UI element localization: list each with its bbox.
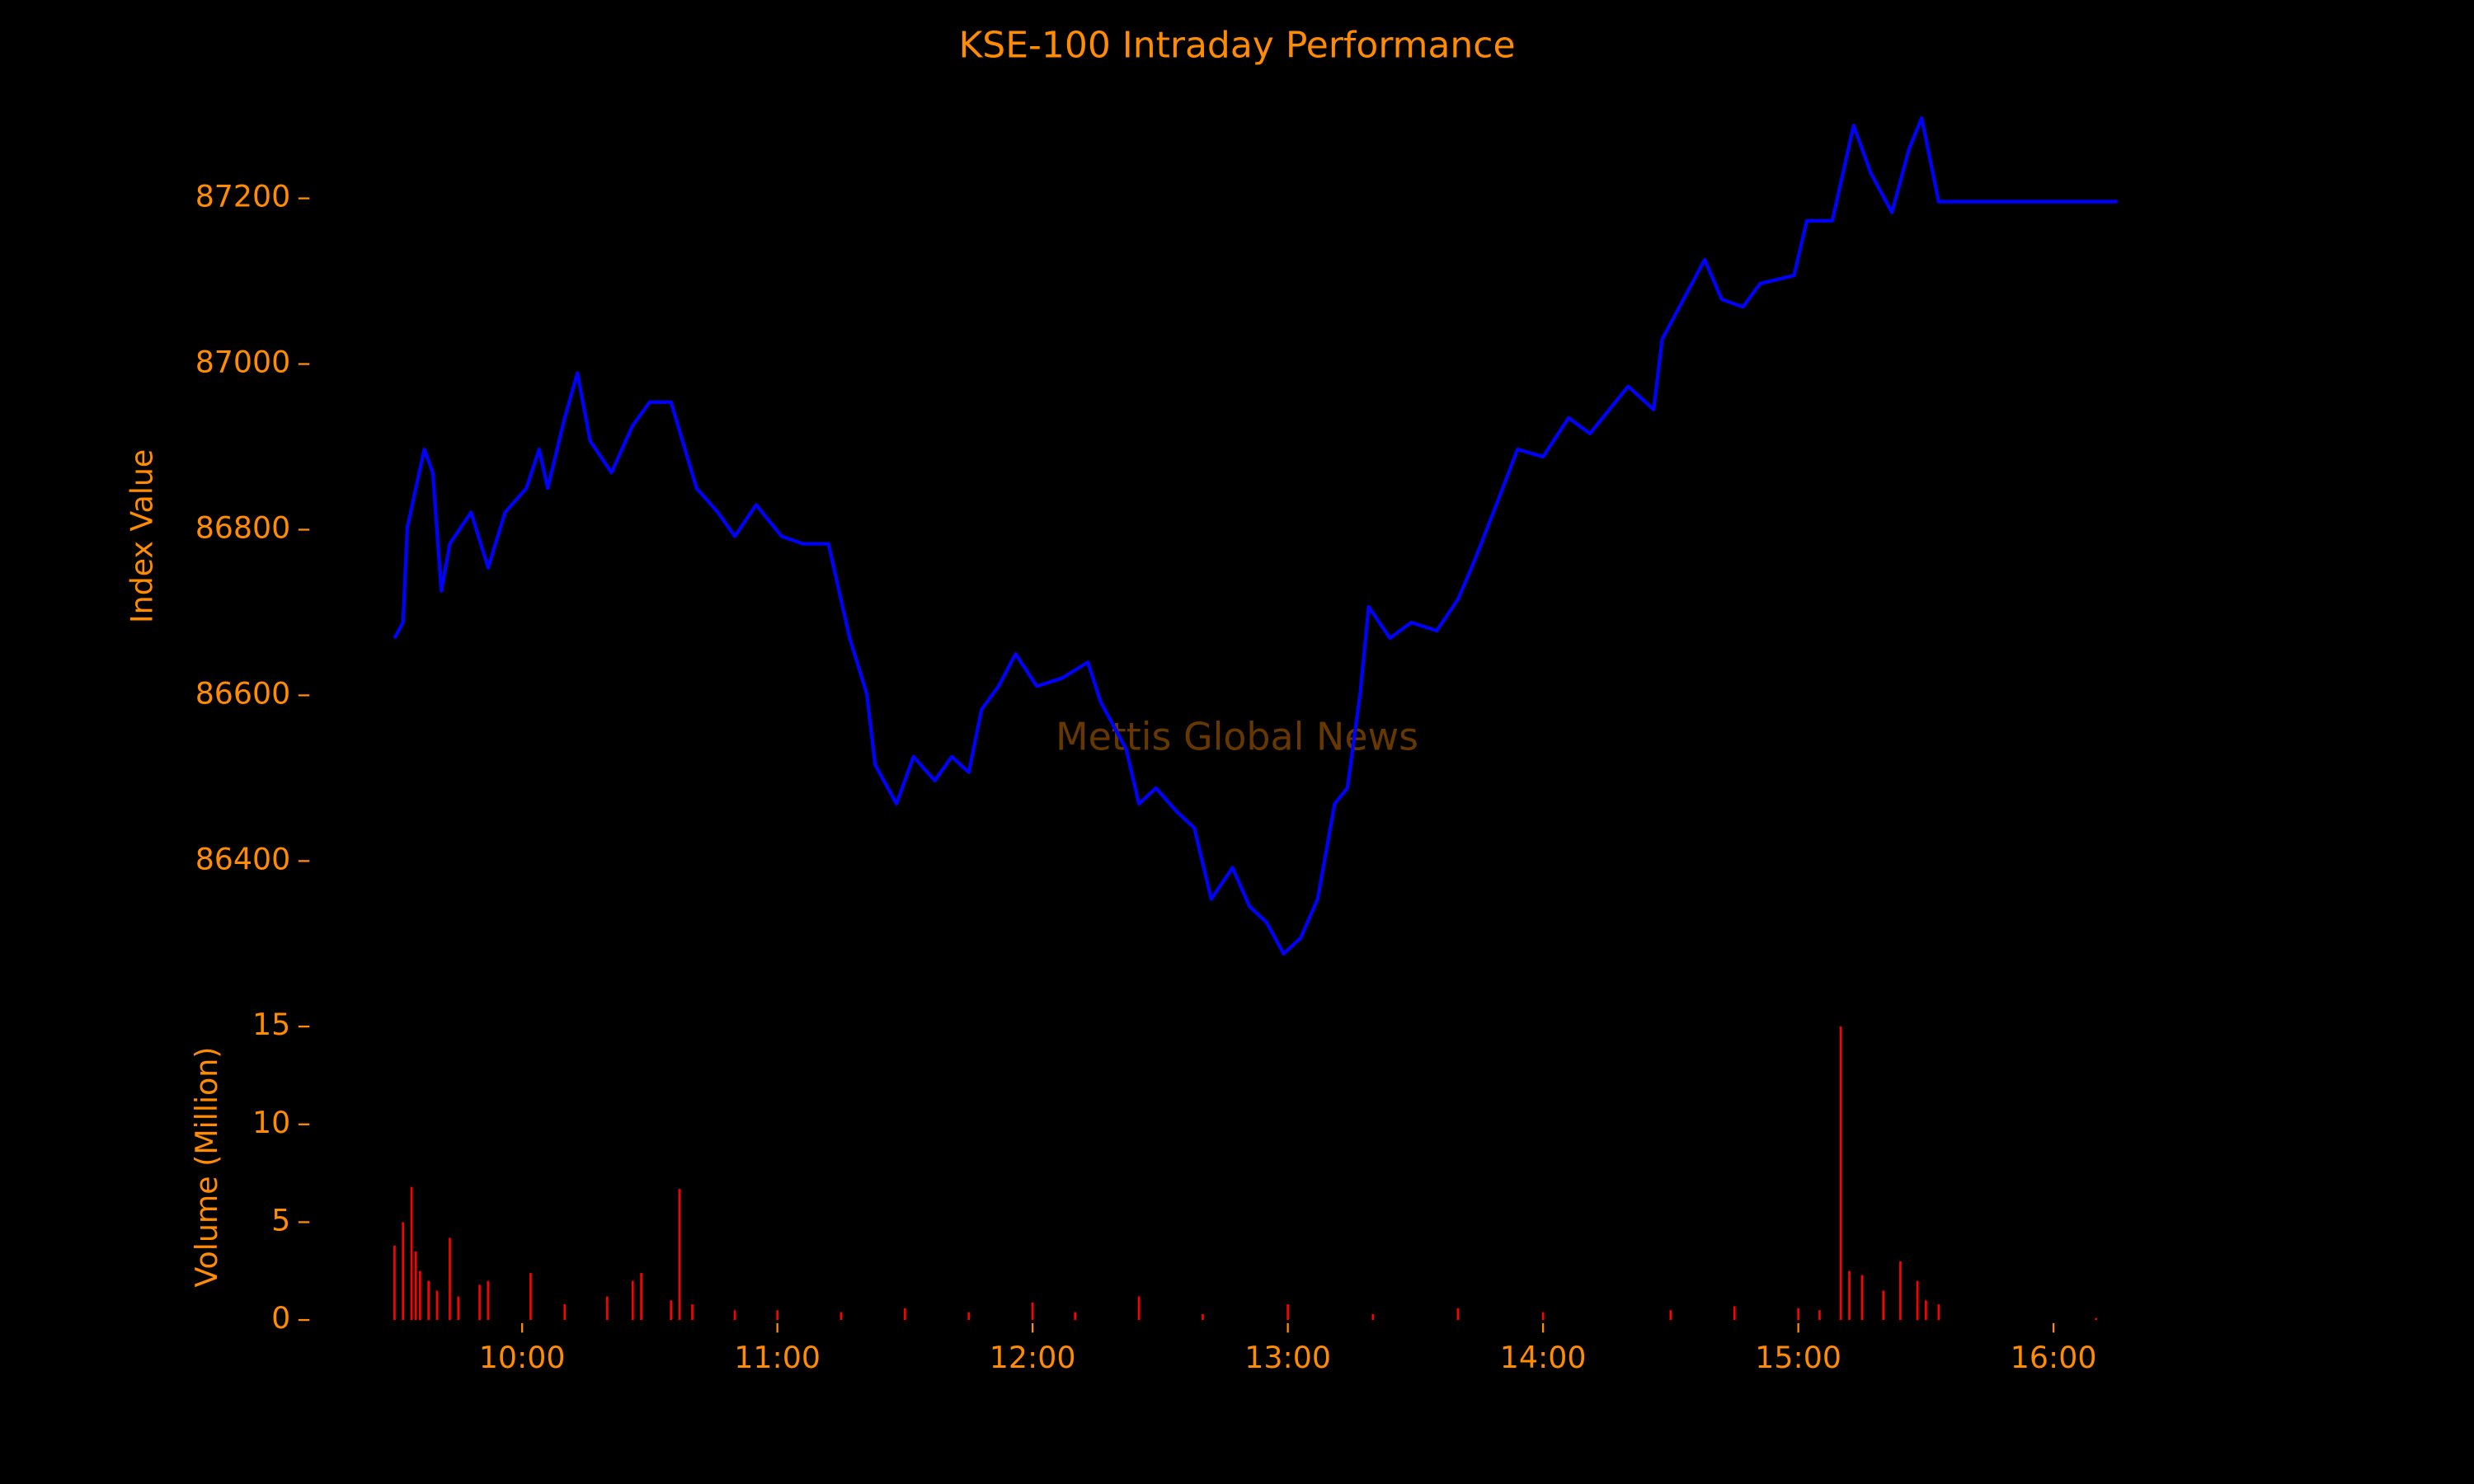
y-tick-label: 86600	[195, 675, 291, 711]
volume-bar	[733, 1310, 736, 1321]
volume-bar	[1848, 1270, 1851, 1321]
volume-bar	[402, 1222, 405, 1321]
x-tick-label: 10:00	[479, 1340, 566, 1375]
y-tick-label: 5	[271, 1202, 290, 1237]
volume-bar	[529, 1273, 532, 1321]
y-tick-label: 86400	[195, 841, 291, 876]
x-tick-label: 15:00	[1755, 1340, 1841, 1375]
volume-bar	[691, 1304, 694, 1321]
volume-bar	[678, 1189, 681, 1321]
volume-bar	[1286, 1304, 1289, 1321]
volume-bar	[1733, 1306, 1736, 1321]
x-tick-label: 12:00	[990, 1340, 1076, 1375]
volume-bar	[414, 1252, 417, 1321]
y-tick-label: 87200	[195, 179, 291, 214]
volume-bar	[840, 1312, 843, 1321]
volume-bar	[670, 1300, 673, 1321]
volume-bar	[1797, 1308, 1799, 1321]
chart-title: KSE-100 Intraday Performance	[958, 24, 1515, 66]
volume-bar	[427, 1280, 430, 1321]
volume-bar	[419, 1270, 421, 1321]
volume-bar	[1818, 1310, 1821, 1321]
volume-bar	[487, 1280, 490, 1321]
volume-bar	[410, 1186, 413, 1321]
volume-bar	[967, 1312, 971, 1321]
volume-bar	[904, 1308, 906, 1321]
x-tick-label: 14:00	[1500, 1340, 1587, 1375]
y-tick-label: 87000	[195, 345, 291, 380]
volume-bar	[449, 1237, 451, 1321]
volume-bar	[1137, 1296, 1141, 1321]
volume-bar	[1031, 1302, 1034, 1321]
volume-bar	[1882, 1290, 1885, 1321]
volume-bar	[478, 1284, 481, 1321]
x-tick-label: 11:00	[734, 1340, 821, 1375]
y-axis-label: Volume (Million)	[189, 1047, 224, 1288]
volume-bar	[1541, 1312, 1545, 1321]
volume-bar	[563, 1304, 567, 1321]
volume-bar	[1937, 1304, 1940, 1321]
volume-bar	[1456, 1308, 1460, 1321]
volume-bar	[1669, 1310, 1672, 1321]
volume-bar	[435, 1290, 439, 1321]
volume-bar	[1371, 1313, 1375, 1321]
volume-bar	[1925, 1300, 1927, 1321]
y-tick-label: 15	[252, 1007, 290, 1042]
y-tick-label: 10	[252, 1105, 290, 1140]
volume-bar	[1074, 1312, 1077, 1321]
volume-bar	[2095, 1317, 2098, 1321]
volume-bar	[640, 1273, 642, 1321]
volume-bar	[457, 1296, 460, 1321]
volume-bar	[1202, 1313, 1204, 1321]
index-line	[393, 116, 2118, 956]
volume-bar	[1916, 1280, 1919, 1321]
y-tick-label: 86800	[195, 510, 291, 545]
volume-bar	[1839, 1026, 1842, 1321]
y-tick-label: 0	[271, 1300, 290, 1336]
volume-bar	[393, 1245, 396, 1321]
volume-bar	[605, 1296, 609, 1321]
volume-bar	[776, 1310, 778, 1321]
volume-bar	[631, 1280, 634, 1321]
x-tick-label: 13:00	[1244, 1340, 1331, 1375]
y-axis-label: Index Value	[124, 449, 159, 623]
x-tick-label: 16:00	[2011, 1340, 2097, 1375]
volume-bar	[1899, 1261, 1902, 1321]
volume-bar	[1860, 1275, 1864, 1321]
